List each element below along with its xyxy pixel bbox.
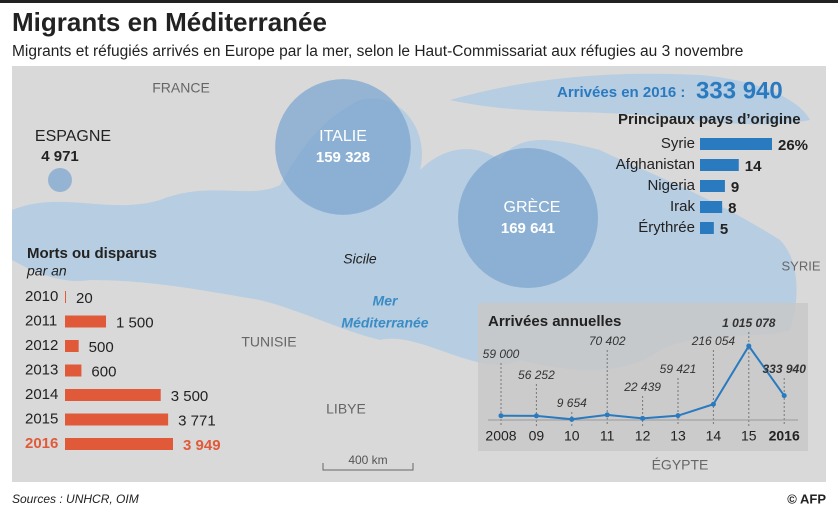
bar	[65, 364, 82, 377]
bar	[700, 159, 739, 171]
bar	[700, 222, 714, 234]
value-label: 333 940	[763, 362, 807, 376]
value-label: 9 654	[557, 396, 587, 410]
chart-title: Arrivées annuelles	[488, 313, 621, 330]
title: Migrants en Méditerranée	[12, 7, 327, 37]
country-label: ÉGYPTE	[652, 457, 709, 473]
sea-label: Mer	[373, 293, 399, 309]
bubble-value: 169 641	[501, 220, 555, 237]
category-label: Syrie	[661, 135, 695, 152]
value-label: 14	[745, 158, 762, 175]
category-label: Irak	[670, 198, 696, 215]
x-tick-label: 2008	[485, 428, 516, 444]
point	[710, 401, 716, 407]
point	[533, 413, 539, 419]
bar	[65, 413, 169, 426]
credit: © AFP	[787, 491, 826, 506]
scale-bar	[322, 463, 414, 471]
point	[569, 416, 575, 422]
bar	[700, 138, 772, 150]
value-label: 59 421	[660, 362, 697, 376]
bar	[65, 340, 79, 352]
category-label: 2015	[25, 410, 58, 427]
bubble-value: 4 971	[41, 148, 79, 165]
bubble-label: GRÈCE	[504, 197, 561, 216]
value-label: 9	[731, 179, 739, 196]
value-label: 3 771	[178, 412, 216, 429]
chart-subtitle: par an	[26, 263, 67, 279]
value-label: 1 015 078	[722, 316, 776, 330]
country-label: TUNISIE	[241, 334, 296, 350]
x-tick-label: 13	[670, 428, 686, 444]
island-label: Sicile	[343, 251, 377, 267]
value-label: 8	[728, 200, 736, 217]
point	[604, 412, 610, 418]
category-label: 2012	[25, 337, 58, 354]
bubble-label: ESPAGNE	[35, 128, 111, 145]
top-rule	[0, 0, 838, 3]
category-label: 2014	[25, 386, 58, 403]
category-label: Érythrée	[638, 219, 695, 236]
category-label: 2013	[25, 361, 58, 378]
point	[498, 413, 504, 419]
value-label: 59 000	[483, 347, 520, 361]
value-label: 500	[89, 339, 114, 356]
point	[781, 393, 787, 399]
scale-label: 400 km	[348, 453, 387, 467]
x-tick-label: 09	[529, 428, 545, 444]
source: Sources : UNHCR, OIM	[12, 492, 139, 506]
x-tick-label: 15	[741, 428, 757, 444]
bubble	[275, 79, 411, 215]
map-black-sea	[450, 73, 810, 125]
value-label: 22 439	[623, 380, 661, 394]
value-label: 216 054	[691, 334, 736, 348]
point	[640, 415, 646, 421]
map-sea	[12, 98, 797, 370]
category-label: Nigeria	[647, 177, 695, 194]
bubble	[48, 168, 72, 192]
chart-title: Principaux pays d’origine	[618, 111, 801, 128]
x-tick-label: 11	[600, 428, 615, 444]
country-label: FRANCE	[152, 80, 210, 96]
bubble-value: 159 328	[316, 149, 370, 166]
category-label: 2011	[25, 312, 57, 329]
value-label: 20	[76, 290, 93, 307]
value-label: 70 402	[589, 334, 626, 348]
value-label: 1 500	[116, 314, 154, 331]
arrivals-label: Arrivées en 2016 :	[557, 84, 685, 101]
value-label: 5	[720, 221, 728, 238]
x-tick-label: 14	[706, 428, 722, 444]
chart-title: Morts ou disparus	[27, 245, 157, 262]
bar	[65, 315, 107, 328]
x-tick-label: 12	[635, 428, 651, 444]
bar	[700, 201, 723, 213]
x-tick-label: 10	[564, 428, 580, 444]
category-label: Afghanistan	[616, 156, 695, 173]
value-label: 3 949	[183, 437, 221, 454]
x-tick-label: 2016	[769, 428, 800, 444]
bubble-label: ITALIE	[319, 128, 367, 145]
bar	[700, 180, 725, 192]
value-label: 56 252	[518, 368, 555, 382]
arrivals-value: 333 940	[696, 77, 783, 104]
country-label: LIBYE	[326, 401, 366, 417]
bubble	[458, 148, 598, 288]
point	[675, 413, 681, 419]
bar	[65, 438, 173, 450]
bar	[65, 291, 66, 303]
bar	[65, 389, 161, 401]
value-label: 26%	[778, 137, 808, 154]
category-label: 2016	[25, 435, 58, 452]
category-label: 2010	[25, 288, 58, 305]
value-label: 3 500	[171, 388, 209, 405]
country-label: SYRIE	[781, 258, 820, 273]
sea-label: Méditerranée	[341, 315, 428, 331]
chart-panel	[478, 303, 808, 451]
value-label: 600	[91, 363, 116, 380]
subtitle: Migrants et réfugiés arrivés en Europe p…	[12, 43, 743, 60]
point	[746, 343, 752, 349]
